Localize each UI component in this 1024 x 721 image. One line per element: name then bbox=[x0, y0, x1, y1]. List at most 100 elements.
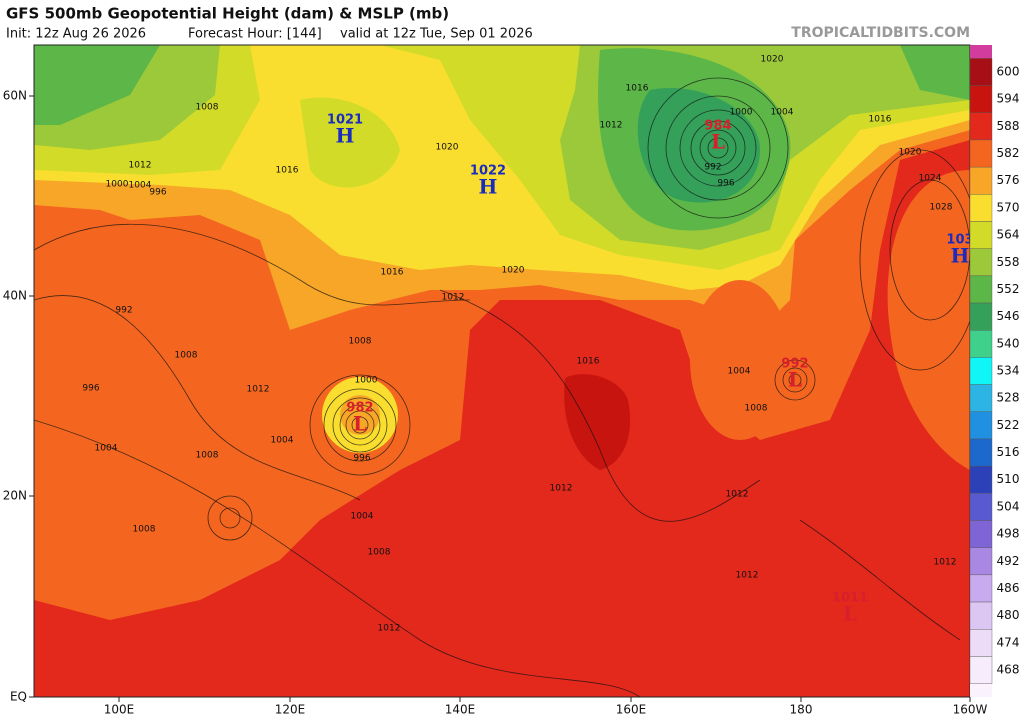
contour-label: 1012 bbox=[442, 293, 465, 303]
colorbar-label: 516 bbox=[997, 445, 1020, 459]
pressure-letter: H bbox=[479, 175, 498, 199]
contour-label: 1008 bbox=[175, 351, 198, 361]
pressure-letter: L bbox=[843, 602, 857, 626]
pressure-letter: L bbox=[711, 130, 725, 154]
colorbar-cell bbox=[969, 330, 993, 358]
pressure-value: 1022 bbox=[470, 164, 506, 179]
colorbar-cell bbox=[969, 85, 993, 113]
field bbox=[300, 97, 400, 188]
contour-label: 1016 bbox=[276, 166, 299, 176]
contour-label: 1004 bbox=[728, 367, 751, 377]
valid-time: valid at 12z Tue, Sep 01 2026 bbox=[340, 27, 533, 42]
colorbar-label: 540 bbox=[997, 336, 1020, 350]
contour-label: 1012 bbox=[934, 558, 957, 568]
contour-label: 1012 bbox=[378, 624, 401, 634]
lat-label: 40N bbox=[3, 289, 27, 303]
site-name: TROPICALTIDBITS.COM bbox=[791, 25, 970, 41]
contour-label: 992 bbox=[704, 163, 721, 173]
field bbox=[637, 88, 760, 203]
colorbar-label: 570 bbox=[997, 200, 1020, 214]
contour-label: 1012 bbox=[129, 161, 152, 171]
colorbar-cell bbox=[969, 438, 993, 467]
colorbar-cell bbox=[969, 357, 993, 385]
lat-label: EQ bbox=[10, 690, 27, 704]
lon-label: 100E bbox=[104, 703, 135, 717]
contour-label: 1028 bbox=[930, 203, 953, 213]
pressure-value: 103 bbox=[946, 233, 973, 248]
colorbar-cell bbox=[969, 275, 993, 304]
contour-label: 1016 bbox=[869, 115, 892, 125]
colorbar-cell bbox=[969, 465, 993, 494]
field bbox=[690, 280, 790, 440]
contour-label: 1012 bbox=[726, 490, 749, 500]
colorbar-label: 474 bbox=[997, 635, 1020, 649]
field bbox=[340, 395, 380, 435]
colorbar-label: 498 bbox=[997, 527, 1020, 541]
colorbar-label: 552 bbox=[997, 282, 1020, 296]
lon-label: 140E bbox=[445, 703, 476, 717]
pressure-value: 982 bbox=[346, 401, 373, 416]
lon-label: 120E bbox=[275, 703, 306, 717]
contour-label: 1004 bbox=[271, 436, 294, 446]
colorbar-cell bbox=[969, 384, 993, 412]
colorbar-cell bbox=[969, 58, 993, 86]
colorbar-cap bbox=[970, 45, 992, 59]
contour-label: 1008 bbox=[349, 337, 372, 347]
colorbar-cell bbox=[969, 547, 993, 576]
colorbar-cell bbox=[969, 248, 993, 277]
lon-label: 160E bbox=[616, 703, 647, 717]
colorbar-cell bbox=[969, 112, 993, 141]
title: GFS 500mb Geopotential Height (dam) & MS… bbox=[6, 5, 449, 23]
colorbar-label: 504 bbox=[997, 499, 1020, 513]
contour-label: 1000 bbox=[106, 180, 129, 190]
colorbar-label: 588 bbox=[997, 119, 1020, 133]
contour-label: 996 bbox=[717, 179, 734, 189]
contour-label: 996 bbox=[82, 384, 99, 394]
colorbar-label: 510 bbox=[997, 472, 1020, 486]
pressure-value: 1011 bbox=[832, 591, 868, 606]
pressure-letter: H bbox=[951, 244, 970, 268]
colorbar-label: 600 bbox=[997, 65, 1020, 79]
colorbar-label: 564 bbox=[997, 228, 1020, 242]
pressure-value: 984 bbox=[704, 119, 731, 134]
colorbar-label: 534 bbox=[997, 364, 1020, 378]
contour-label: 996 bbox=[149, 188, 166, 198]
pressure-letter: H bbox=[336, 124, 355, 148]
field bbox=[564, 374, 631, 470]
colorbar-cell bbox=[969, 411, 993, 440]
contour-label: 1020 bbox=[761, 55, 784, 65]
forecast-hour: Forecast Hour: [144] bbox=[188, 27, 322, 42]
contour-label: 1008 bbox=[196, 451, 219, 461]
pressure-value: 992 bbox=[781, 357, 808, 372]
contour-label: 1012 bbox=[550, 484, 573, 494]
contour-label: 1004 bbox=[129, 181, 152, 191]
contour-label: 1016 bbox=[626, 84, 649, 94]
colorbar-cell bbox=[969, 194, 993, 222]
contour-label: 1000 bbox=[355, 376, 378, 386]
contour-label: 992 bbox=[115, 306, 132, 316]
field bbox=[900, 45, 970, 100]
contour-label: 1004 bbox=[771, 108, 794, 118]
contour-label: 1004 bbox=[351, 512, 374, 522]
colorbar-cap bbox=[970, 683, 992, 697]
lat-label: 20N bbox=[3, 489, 27, 503]
colorbar-cell bbox=[969, 601, 993, 630]
colorbar-label: 546 bbox=[997, 309, 1020, 323]
contour-label: 1020 bbox=[899, 148, 922, 158]
contour-label: 1020 bbox=[502, 266, 525, 276]
contour-label: 1012 bbox=[736, 571, 759, 581]
colorbar-label: 582 bbox=[997, 146, 1020, 160]
contour-label: 1004 bbox=[95, 444, 118, 454]
colorbar-cell bbox=[969, 629, 993, 657]
colorbar-label: 528 bbox=[997, 391, 1020, 405]
colorbar-cell bbox=[969, 139, 993, 168]
contour-label: 1008 bbox=[745, 404, 768, 414]
colorbar-cell bbox=[969, 302, 993, 331]
contour-label: 996 bbox=[353, 454, 370, 464]
lat-label: 60N bbox=[3, 89, 27, 103]
colorbar-label: 558 bbox=[997, 255, 1020, 269]
colorbar-label: 522 bbox=[997, 418, 1020, 432]
colorbar-cell bbox=[969, 493, 993, 521]
field bbox=[34, 45, 160, 125]
